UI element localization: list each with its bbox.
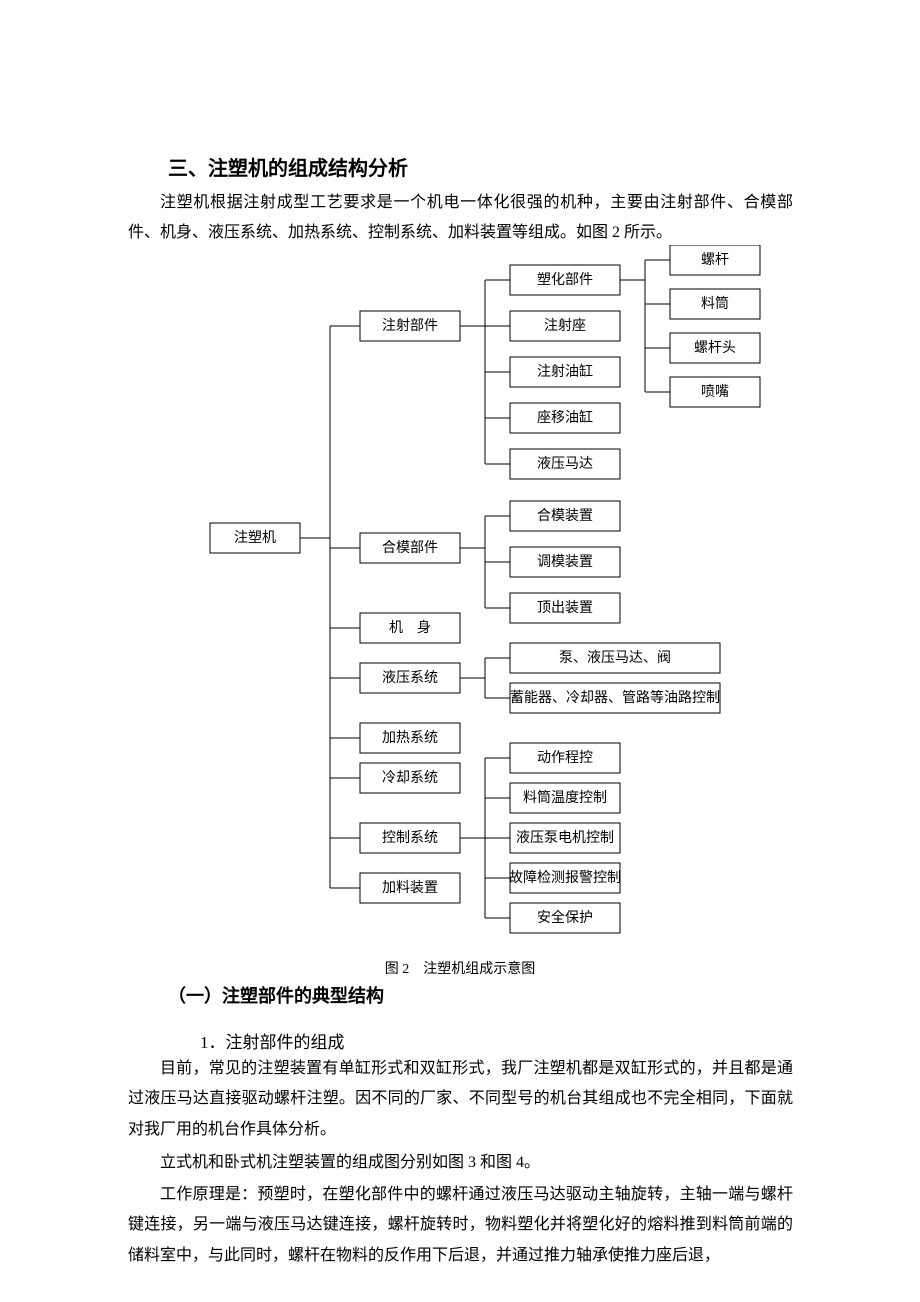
tree-node: 动作程控 <box>510 743 620 773</box>
tree-node: 塑化部件 <box>510 265 620 295</box>
svg-text:动作程控: 动作程控 <box>537 750 593 766</box>
tree-node: 液压泵电机控制 <box>510 823 620 853</box>
tree-node: 喷嘴 <box>670 377 760 407</box>
tree-node: 合模部件 <box>360 533 460 563</box>
svg-text:合模装置: 合模装置 <box>537 508 593 524</box>
svg-text:加热系统: 加热系统 <box>382 730 438 746</box>
svg-text:机 身: 机 身 <box>389 620 431 636</box>
tree-node: 合模装置 <box>510 501 620 531</box>
svg-text:螺杆: 螺杆 <box>701 252 729 268</box>
svg-text:注射油缸: 注射油缸 <box>537 363 593 380</box>
svg-text:液压马达: 液压马达 <box>537 456 593 472</box>
svg-text:料筒: 料筒 <box>701 295 729 312</box>
tree-node: 螺杆 <box>670 245 760 275</box>
svg-text:蓄能器、冷却器、管路等油路控制: 蓄能器、冷却器、管路等油路控制 <box>510 689 720 706</box>
tree-node: 控制系统 <box>360 823 460 853</box>
svg-text:冷却系统: 冷却系统 <box>382 770 438 786</box>
tree-node: 注射部件 <box>360 311 460 341</box>
tree-node: 注塑机 <box>210 523 300 553</box>
svg-text:注射部件: 注射部件 <box>382 318 438 334</box>
svg-text:顶出装置: 顶出装置 <box>537 600 593 616</box>
tree-node: 料筒温度控制 <box>510 783 620 813</box>
svg-text:螺杆头: 螺杆头 <box>694 340 736 356</box>
body-p2: 立式机和卧式机注塑装置的组成图分别如图 3 和图 4。 <box>128 1148 793 1178</box>
svg-text:合模部件: 合模部件 <box>382 540 438 556</box>
tree-node: 料筒 <box>670 289 760 319</box>
tree-node: 泵、液压马达、阀 <box>510 643 720 673</box>
svg-text:注塑机: 注塑机 <box>234 530 276 546</box>
svg-text:泵、液压马达、阀: 泵、液压马达、阀 <box>559 650 671 666</box>
tree-node: 注射座 <box>510 311 620 341</box>
tree-node: 顶出装置 <box>510 593 620 623</box>
svg-text:加料装置: 加料装置 <box>382 880 438 896</box>
body-p3: 工作原理是：预塑时，在塑化部件中的螺杆通过液压马达驱动主轴旋转，主轴一端与螺杆键… <box>128 1180 793 1271</box>
tree-node: 调模装置 <box>510 547 620 577</box>
svg-text:料筒温度控制: 料筒温度控制 <box>523 789 607 806</box>
tree-node: 座移油缸 <box>510 403 620 433</box>
tree-node: 故障检测报警控制 <box>509 863 621 893</box>
tree-node: 螺杆头 <box>670 333 760 363</box>
svg-text:塑化部件: 塑化部件 <box>537 272 593 288</box>
svg-text:安全保护: 安全保护 <box>537 909 593 926</box>
svg-text:故障检测报警控制: 故障检测报警控制 <box>509 870 621 886</box>
tree-node: 机 身 <box>360 613 460 643</box>
body-p1: 目前，常见的注塑装置有单缸形式和双缸形式，我厂注塑机都是双缸形式的，并且都是通过… <box>128 1054 793 1145</box>
tree-node: 加料装置 <box>360 873 460 903</box>
svg-text:座移油缸: 座移油缸 <box>537 409 593 426</box>
tree-node: 液压系统 <box>360 663 460 693</box>
tree-node: 安全保护 <box>510 903 620 933</box>
svg-text:喷嘴: 喷嘴 <box>701 384 729 400</box>
tree-node: 加热系统 <box>360 723 460 753</box>
svg-text:液压泵电机控制: 液压泵电机控制 <box>516 830 614 846</box>
svg-text:注射座: 注射座 <box>544 318 586 334</box>
heading-sub1: （一）注塑部件的典型结构 <box>168 982 384 1008</box>
figure-caption: 图 2 注塑机组成示意图 <box>0 958 920 978</box>
heading-main: 三、注塑机的组成结构分析 <box>168 152 408 181</box>
tree-node: 冷却系统 <box>360 763 460 793</box>
heading-sub2: 1．注射部件的组成 <box>200 1028 345 1053</box>
tree-node: 液压马达 <box>510 449 620 479</box>
svg-text:液压系统: 液压系统 <box>382 670 438 686</box>
svg-text:控制系统: 控制系统 <box>382 830 438 846</box>
intro-paragraph: 注塑机根据注射成型工艺要求是一个机电一体化很强的机种，主要由注射部件、合模部件、… <box>128 188 793 249</box>
svg-text:调模装置: 调模装置 <box>537 554 593 570</box>
tree-diagram: 注塑机 注射部件合模部件机 身液压系统加热系统冷却系统控制系统加料装置 塑化部件注射… <box>170 245 790 955</box>
tree-node: 注射油缸 <box>510 357 620 387</box>
page: 三、注塑机的组成结构分析 注塑机根据注射成型工艺要求是一个机电一体化很强的机种，… <box>0 0 920 1302</box>
tree-node: 蓄能器、冷却器、管路等油路控制 <box>510 683 720 713</box>
